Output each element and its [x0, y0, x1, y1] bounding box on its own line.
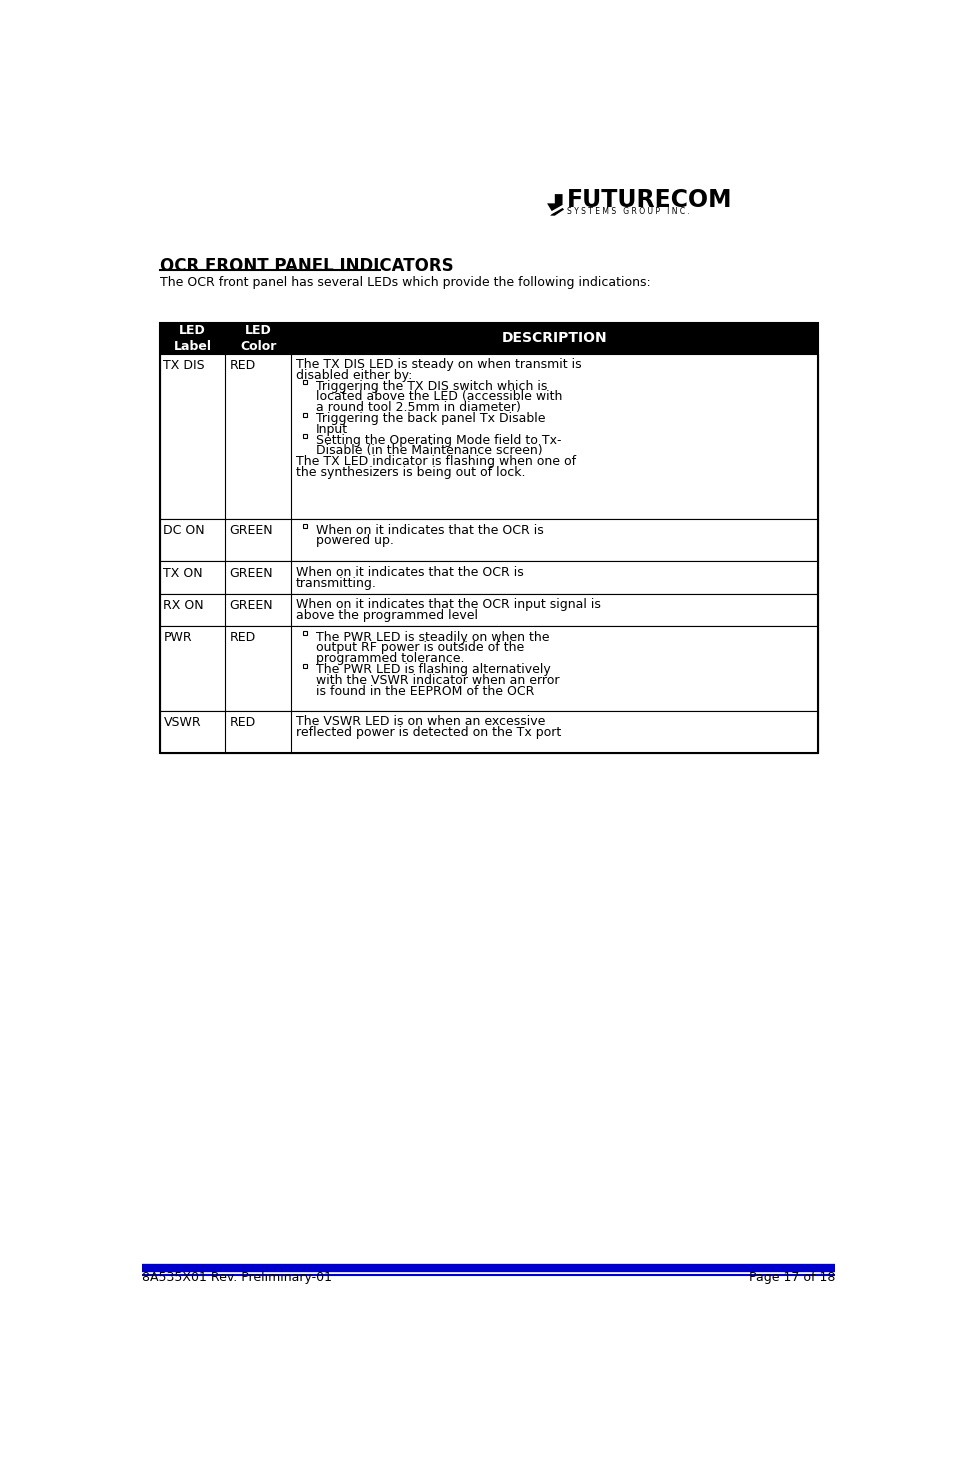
Text: S Y S T E M S   G R O U P   I N C .: S Y S T E M S G R O U P I N C . — [567, 207, 689, 216]
Bar — [159, 711, 818, 753]
Text: Setting the Operating Mode field to Tx-: Setting the Operating Mode field to Tx- — [315, 434, 561, 447]
Polygon shape — [550, 207, 563, 216]
Text: LED
Label: LED Label — [173, 323, 212, 353]
Text: OCR FRONT PANEL INDICATORS: OCR FRONT PANEL INDICATORS — [159, 257, 453, 275]
Text: Triggering the TX DIS switch which is: Triggering the TX DIS switch which is — [315, 379, 547, 392]
Text: programmed tolerance.: programmed tolerance. — [315, 653, 464, 666]
Text: RED: RED — [229, 716, 255, 729]
Bar — [159, 562, 818, 594]
Text: TX ON: TX ON — [163, 567, 203, 579]
Polygon shape — [546, 194, 562, 212]
Text: PWR: PWR — [163, 632, 192, 644]
Text: The OCR front panel has several LEDs which provide the following indications:: The OCR front panel has several LEDs whi… — [159, 276, 650, 288]
Text: powered up.: powered up. — [315, 535, 394, 547]
Text: above the programmed level: above the programmed level — [295, 609, 477, 622]
Text: Page 17 of 18: Page 17 of 18 — [748, 1270, 835, 1283]
Text: RED: RED — [229, 632, 255, 644]
Text: disabled either by:: disabled either by: — [295, 369, 412, 382]
Text: 8A535X01 Rev. Preliminary-01: 8A535X01 Rev. Preliminary-01 — [142, 1270, 333, 1283]
Text: TX DIS: TX DIS — [163, 359, 205, 372]
Text: reflected power is detected on the Tx port: reflected power is detected on the Tx po… — [295, 726, 560, 739]
Bar — [159, 323, 818, 753]
Text: transmitting.: transmitting. — [295, 576, 376, 589]
Bar — [303, 632, 307, 635]
Text: RX ON: RX ON — [163, 600, 204, 612]
Text: DC ON: DC ON — [163, 525, 205, 538]
Text: the synthesizers is being out of lock.: the synthesizers is being out of lock. — [295, 466, 525, 479]
Bar — [303, 664, 307, 667]
Text: GREEN: GREEN — [229, 600, 273, 612]
Bar — [303, 525, 307, 528]
Text: VSWR: VSWR — [163, 716, 201, 729]
Text: Disable (in the Maintenance screen): Disable (in the Maintenance screen) — [315, 444, 542, 457]
Text: When on it indicates that the OCR is: When on it indicates that the OCR is — [315, 523, 543, 537]
Text: GREEN: GREEN — [229, 567, 273, 579]
Text: The VSWR LED is on when an excessive: The VSWR LED is on when an excessive — [295, 716, 545, 729]
Bar — [303, 434, 307, 438]
Text: The PWR LED is steadily on when the: The PWR LED is steadily on when the — [315, 631, 549, 644]
Text: output RF power is outside of the: output RF power is outside of the — [315, 641, 524, 654]
Text: FUTURECOM: FUTURECOM — [567, 188, 732, 212]
Text: LED
Color: LED Color — [240, 323, 276, 353]
Text: located above the LED (accessible with: located above the LED (accessible with — [315, 391, 562, 403]
Text: with the VSWR indicator when an error: with the VSWR indicator when an error — [315, 673, 559, 686]
Bar — [303, 381, 307, 384]
Text: Input: Input — [315, 423, 348, 435]
Text: When on it indicates that the OCR is: When on it indicates that the OCR is — [295, 566, 523, 579]
Text: RED: RED — [229, 359, 255, 372]
Bar — [159, 626, 818, 711]
Text: GREEN: GREEN — [229, 525, 273, 538]
Text: a round tool 2.5mm in diameter): a round tool 2.5mm in diameter) — [315, 401, 520, 415]
Bar — [303, 413, 307, 416]
Bar — [159, 594, 818, 626]
Text: The TX DIS LED is steady on when transmit is: The TX DIS LED is steady on when transmi… — [295, 359, 581, 370]
Text: is found in the EEPROM of the OCR: is found in the EEPROM of the OCR — [315, 685, 534, 698]
Text: The PWR LED is flashing alternatively: The PWR LED is flashing alternatively — [315, 663, 550, 676]
Text: DESCRIPTION: DESCRIPTION — [501, 331, 607, 345]
Text: When on it indicates that the OCR input signal is: When on it indicates that the OCR input … — [295, 598, 600, 612]
Bar — [159, 353, 818, 519]
Bar — [159, 519, 818, 562]
Text: The TX LED indicator is flashing when one of: The TX LED indicator is flashing when on… — [295, 456, 576, 467]
Text: Triggering the back panel Tx Disable: Triggering the back panel Tx Disable — [315, 412, 545, 425]
Bar — [159, 323, 818, 353]
